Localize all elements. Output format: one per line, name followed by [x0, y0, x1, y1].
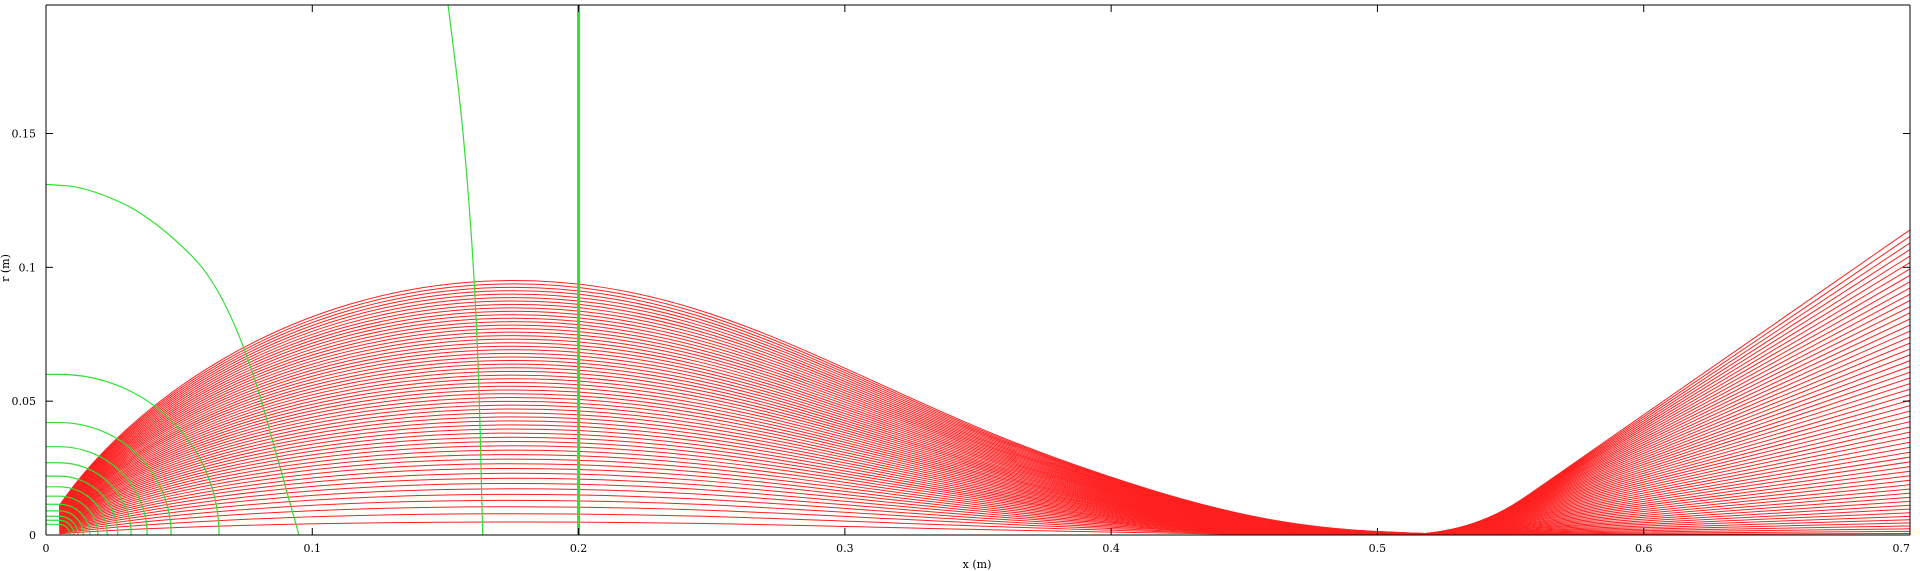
equipotential-arc — [46, 462, 132, 535]
equipotential-arc — [46, 495, 99, 535]
y-tick-label: 0.05 — [12, 395, 37, 408]
equipotential-arc — [46, 421, 172, 535]
equipotential-curve — [447, 5, 484, 535]
x-tick-label: 0.5 — [1369, 542, 1387, 555]
x-tick-label: 0.1 — [304, 542, 322, 555]
equipotential-arc — [46, 510, 84, 535]
x-tick-label: 0.7 — [1893, 542, 1911, 555]
trajectory-series — [58, 229, 1910, 535]
equipotential-arc — [46, 523, 71, 535]
equipotential-curve — [46, 183, 300, 535]
y-tick-label: 0 — [29, 529, 36, 542]
tick-marks: 0 0.1 0.2 0.3 0.4 0.5 0.6 0.7 0 0.05 0.1 0.15 — [12, 5, 1911, 555]
x-tick-label: 0 — [43, 542, 50, 555]
y-tick-label: 0.1 — [19, 261, 37, 274]
equipotential-arc — [46, 519, 75, 535]
x-tick-label: 0.4 — [1102, 542, 1120, 555]
equipotential-arc — [46, 446, 148, 535]
equipotential-arc — [46, 475, 119, 535]
y-axis-label: r (m) — [0, 254, 12, 282]
equipotential-arc — [46, 486, 108, 535]
equipotential-series — [46, 5, 581, 535]
equipotential-arc — [46, 515, 79, 535]
x-axis-label: x (m) — [963, 558, 992, 571]
equipotential-arc — [46, 503, 91, 535]
equipotential-arc — [46, 373, 220, 535]
x-tick-label: 0.6 — [1635, 542, 1653, 555]
trajectory-line — [58, 229, 1910, 535]
y-tick-label: 0.15 — [12, 127, 37, 140]
x-tick-label: 0.3 — [836, 542, 854, 555]
x-tick-label: 0.2 — [570, 542, 588, 555]
axes-frame — [45, 4, 1911, 536]
